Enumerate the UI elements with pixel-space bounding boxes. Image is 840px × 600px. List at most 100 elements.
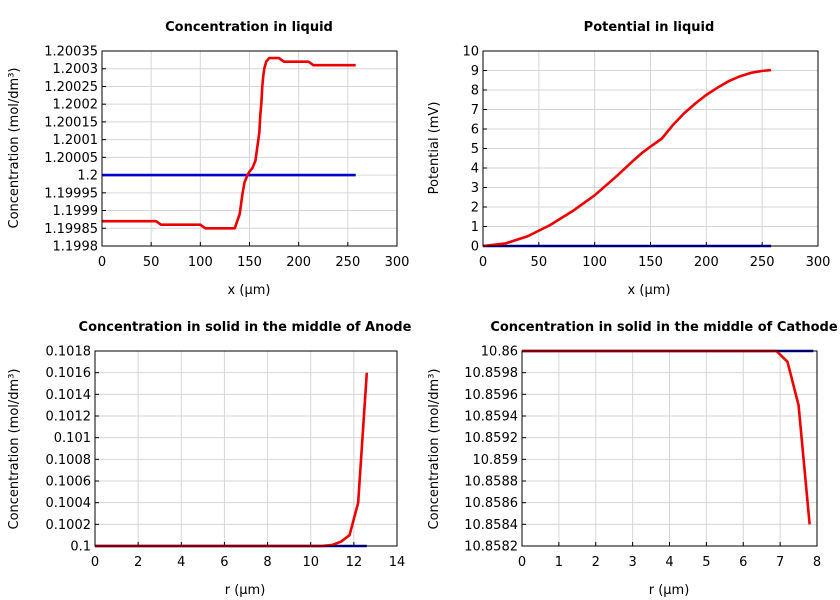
y-tick-label: 1	[471, 220, 479, 235]
x-axis-label: x (µm)	[628, 283, 671, 298]
tick-labels: 0 50 100 150 200 250 300 1.1998 1.19985 1.1999 1.1…	[44, 45, 409, 271]
y-tick-label: 10.859	[473, 453, 519, 468]
chart-title: Concentration in liquid	[165, 20, 333, 35]
x-tick-label: 250	[750, 255, 775, 270]
x-tick-label: 7	[776, 555, 784, 570]
y-tick-label: 10.8598	[464, 366, 518, 381]
x-tick-label: 300	[385, 255, 410, 270]
x-tick-label: 100	[582, 255, 607, 270]
y-axis-label: Concentration (mol/dm³)	[427, 369, 442, 530]
y-tick-label: 6	[471, 123, 479, 138]
y-axis-label: Potential (mV)	[427, 102, 442, 195]
x-tick-label: 4	[177, 555, 185, 570]
y-tick-label: 10.8594	[464, 410, 518, 425]
x-tick-label: 6	[739, 555, 747, 570]
y-tick-label: 1.19995	[44, 186, 98, 201]
y-tick-label: 10.8588	[464, 475, 518, 490]
y-tick-label: 0.1004	[46, 496, 92, 511]
tick-labels: 0 1 2 3 4 5 6 7 8 10.8582 10.8584 10.8586 10.8588 10.…	[464, 345, 821, 571]
y-tick-label: 0.1	[70, 540, 91, 555]
x-tick-label: 150	[638, 255, 663, 270]
series-line-2	[102, 56, 356, 230]
y-tick-label: 3	[471, 181, 479, 196]
y-tick-label: 0.1008	[46, 453, 92, 468]
x-axis-label: r (µm)	[225, 583, 266, 598]
x-tick-label: 0	[479, 255, 487, 270]
x-tick-label: 250	[335, 255, 360, 270]
y-tick-label: 0.1018	[46, 345, 92, 360]
y-tick-label: 8	[471, 84, 479, 99]
y-tick-label: 2	[471, 201, 479, 216]
x-tick-label: 1	[555, 555, 563, 570]
x-tick-label: 150	[237, 255, 262, 270]
y-tick-label: 9	[471, 64, 479, 79]
x-tick-label: 50	[531, 255, 548, 270]
y-tick-label: 10.86	[481, 345, 518, 360]
plot-frame	[521, 350, 818, 547]
y-tick-label: 10.8586	[464, 496, 518, 511]
x-tick-label: 0	[98, 255, 106, 270]
y-tick-label: 1.1998	[53, 240, 99, 255]
y-tick-label: 10.8584	[464, 518, 518, 533]
x-tick-label: 14	[389, 555, 406, 570]
x-axis-label: r (µm)	[649, 583, 690, 598]
plot-frame	[482, 50, 819, 247]
plot-frame	[94, 350, 398, 547]
x-tick-label: 5	[702, 555, 710, 570]
y-tick-label: 0.1012	[46, 410, 92, 425]
chart-concentration-solid-cathode: Concentration in solid in the middle of …	[427, 320, 838, 598]
x-tick-label: 10	[302, 555, 319, 570]
x-tick-label: 8	[263, 555, 271, 570]
x-tick-label: 300	[806, 255, 831, 270]
grid	[94, 350, 398, 547]
x-tick-label: 0	[518, 555, 526, 570]
tick-labels: 0 50 100 150 200 250 300 0 1 2 3 4 5 6 7 8 9 10	[462, 45, 830, 271]
y-tick-label: 0.101	[54, 431, 91, 446]
x-tick-label: 2	[134, 555, 142, 570]
x-tick-label: 2	[592, 555, 600, 570]
y-tick-label: 1.2	[77, 169, 98, 184]
x-tick-label: 12	[346, 555, 363, 570]
y-tick-label: 0	[471, 240, 479, 255]
y-tick-label: 7	[471, 103, 479, 118]
tick-labels: 0 2 4 6 8 10 12 14 0.1 0.1002 0.1004 0.1006 0.1008 0.…	[46, 345, 406, 571]
grid	[101, 50, 398, 247]
y-tick-label: 0.1014	[46, 388, 92, 403]
y-tick-label: 1.19985	[44, 222, 98, 237]
chart-title: Concentration in solid in the middle of …	[490, 320, 838, 335]
y-axis-label: Concentration (mol/dm³)	[7, 68, 22, 229]
y-tick-label: 1.20035	[44, 45, 98, 60]
x-tick-label: 6	[220, 555, 228, 570]
y-tick-label: 4	[471, 162, 479, 177]
chart-potential-in-liquid: Potential in liquid x (µm) Potential (mV…	[427, 20, 830, 298]
y-tick-label: 1.2001	[53, 133, 99, 148]
x-tick-label: 50	[143, 255, 160, 270]
chart-title: Concentration in solid in the middle of …	[79, 320, 412, 335]
y-axis-label: Concentration (mol/dm³)	[7, 369, 22, 530]
x-tick-label: 200	[694, 255, 719, 270]
y-tick-label: 1.20025	[44, 80, 98, 95]
chart-concentration-in-liquid: Concentration in liquid x (µm) Concentra…	[7, 20, 409, 298]
y-tick-label: 10.8592	[464, 431, 518, 446]
y-tick-label: 0.1016	[46, 366, 92, 381]
y-tick-label: 10	[462, 45, 479, 60]
grid	[521, 350, 818, 547]
series-line-2	[483, 68, 772, 248]
y-tick-label: 5	[471, 142, 479, 157]
y-tick-label: 10.8596	[464, 388, 518, 403]
y-tick-label: 1.20015	[44, 115, 98, 130]
grid	[482, 50, 819, 247]
x-tick-label: 4	[665, 555, 673, 570]
y-tick-label: 1.1999	[53, 204, 99, 219]
plot-frame	[101, 50, 398, 247]
y-tick-label: 0.1006	[46, 475, 92, 490]
y-tick-label: 1.2003	[53, 62, 99, 77]
y-tick-label: 10.8582	[464, 540, 518, 555]
x-tick-label: 100	[188, 255, 213, 270]
x-tick-label: 200	[286, 255, 311, 270]
y-tick-label: 1.2002	[53, 98, 99, 113]
chart-title: Potential in liquid	[584, 20, 715, 35]
x-tick-label: 8	[813, 555, 821, 570]
x-tick-label: 3	[628, 555, 636, 570]
